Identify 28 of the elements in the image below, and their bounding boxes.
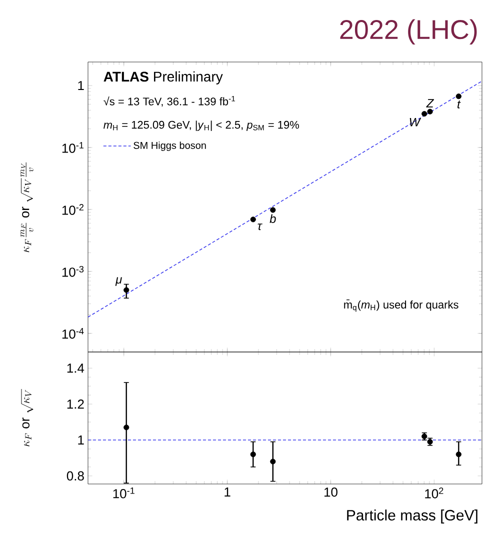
- y-tick-label: 1.4: [67, 364, 84, 373]
- y-tick-label: 1: [78, 81, 84, 90]
- annotation: Z: [426, 99, 434, 108]
- y-axis-title: $\kappa_F\frac{m_F}{v}\mathrm{~or~}\sqrt{\kappa_V}\frac{m_V}{v}$: [20, 162, 34, 252]
- x-tick-label: 10$^{-1}$: [113, 488, 134, 498]
- y-tick-label: 10$^{-1}$: [62, 142, 84, 153]
- y-tick-label: 0.8: [66, 471, 84, 481]
- y-axis-title: $\kappa_F\mathrm{~or~}\sqrt{\kappa_V}$: [21, 389, 34, 446]
- annotation: ATLAS Preliminary: [104, 71, 223, 84]
- chart-title: 2022 (LHC): [340, 19, 477, 44]
- x-tick-label: 10$^{2}$: [425, 488, 444, 498]
- y-tick-label: 10$^{-4}$: [62, 328, 84, 339]
- legend-label: SM Higgs boson: [134, 142, 206, 151]
- annotation: √s = 13 TeV, 36.1 - 139 fb$^{-1}$: [104, 96, 236, 107]
- x-tick-label: 1: [224, 488, 230, 496]
- annotation: b: [270, 214, 276, 223]
- y-tick-label: 1.2: [67, 400, 84, 409]
- annotation: t: [458, 100, 461, 108]
- y-tick-label: 1: [78, 436, 84, 444]
- y-tick-label: 10$^{-2}$: [62, 204, 84, 215]
- x-tick-label: 10: [324, 488, 338, 497]
- x-axis-title: Particle mass [GeV]: [347, 510, 478, 524]
- text: m$_{H}$ = 125.09 GeV, |y$_{H}$| < 2.5, p$_{SM}$ = 19%: [104, 120, 299, 131]
- annotation: W: [410, 118, 422, 126]
- annotation: μ: [115, 277, 122, 286]
- annotation: m̄$_{q}$(m$_{H}$) used for quarks: [344, 299, 458, 312]
- y-tick-label: 10$^{-3}$: [62, 266, 84, 277]
- annotation: τ: [258, 224, 262, 230]
